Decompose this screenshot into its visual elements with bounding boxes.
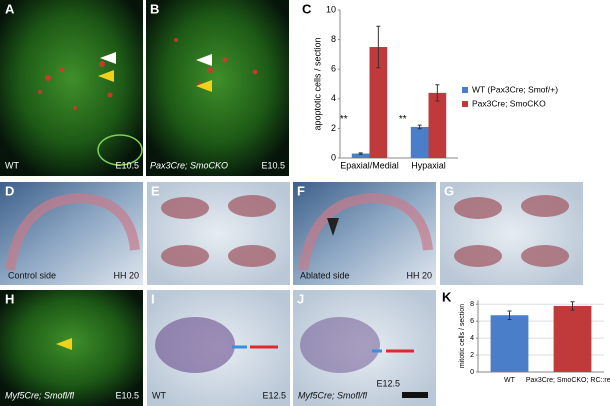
legend-entry: Pax3Cre; SmoCKO bbox=[472, 98, 546, 108]
panel-stage: E12.5 bbox=[376, 378, 400, 388]
y-tick-label: 4 bbox=[331, 93, 336, 103]
y-tick-label: 4 bbox=[470, 335, 474, 342]
embryo bbox=[5, 192, 140, 271]
panel-caption: Pax3Cre; SmoCKO bbox=[150, 160, 228, 170]
outline bbox=[97, 134, 143, 166]
red-signal bbox=[38, 38, 258, 110]
x-tick-label: Epaxial/Medial bbox=[340, 160, 399, 170]
error-bar bbox=[417, 124, 422, 130]
scale-bar bbox=[402, 392, 428, 398]
y-tick-label: 0 bbox=[470, 369, 474, 376]
x-tick-label: Hypaxial bbox=[411, 160, 446, 170]
panel-stage: E10.5 bbox=[261, 160, 285, 170]
y-tick-label: 2 bbox=[470, 352, 474, 359]
image-a bbox=[0, 0, 143, 176]
annotation: ** bbox=[340, 114, 348, 125]
x-tick-label: Pax3Cre; SmoCKO; RC::rePe bbox=[526, 377, 610, 384]
error-bar bbox=[376, 25, 381, 69]
embryos bbox=[161, 195, 569, 267]
embryo bbox=[155, 317, 235, 373]
arrowhead bbox=[56, 338, 72, 350]
y-axis-label: apoptotic cells / section bbox=[312, 37, 322, 130]
y-tick-label: 6 bbox=[331, 64, 336, 74]
bar bbox=[553, 305, 592, 372]
bar bbox=[351, 153, 370, 158]
panel-stage: HH 20 bbox=[406, 270, 432, 280]
legend-entry: WT (Pax3Cre; Smof/+) bbox=[472, 84, 558, 94]
panel-label: A bbox=[5, 1, 15, 16]
panel-caption: Control side bbox=[8, 270, 56, 280]
panel-caption: WT bbox=[5, 160, 19, 170]
bar bbox=[410, 126, 429, 158]
panel-label: D bbox=[5, 183, 14, 198]
annotation: ** bbox=[399, 114, 407, 125]
bar bbox=[369, 47, 388, 158]
panel-caption: Myf5Cre; Smofl/fl bbox=[298, 390, 368, 400]
arrowhead bbox=[327, 218, 339, 236]
arrowhead bbox=[100, 52, 116, 64]
y-tick-label: 8 bbox=[331, 34, 336, 44]
y-axis-label: mitotic cells / section bbox=[459, 304, 466, 368]
y-tick-label: 10 bbox=[326, 4, 336, 14]
error-bar bbox=[570, 301, 575, 311]
embryo bbox=[298, 192, 433, 271]
panel-caption: WT bbox=[152, 390, 166, 400]
panel-stage: E10.5 bbox=[115, 160, 139, 170]
y-tick-label: 0 bbox=[331, 152, 336, 162]
panel-caption: Ablated side bbox=[300, 270, 350, 280]
panel-label: J bbox=[297, 291, 304, 306]
y-tick-label: 8 bbox=[470, 301, 474, 308]
y-tick-label: 2 bbox=[331, 123, 336, 133]
y-tick-label: 6 bbox=[470, 318, 474, 325]
legend-swatch bbox=[462, 87, 468, 93]
arrowhead bbox=[196, 80, 212, 92]
panel-label: F bbox=[297, 183, 305, 198]
panel-label: B bbox=[150, 1, 159, 16]
panel-stage: E12.5 bbox=[262, 390, 286, 400]
panel-label: E bbox=[151, 183, 160, 198]
image-b bbox=[146, 0, 289, 176]
error-bar bbox=[507, 310, 512, 320]
error-bar bbox=[358, 152, 363, 155]
bar bbox=[428, 92, 447, 158]
bar bbox=[490, 315, 529, 372]
panel-label: H bbox=[5, 291, 14, 306]
image-g bbox=[440, 182, 583, 285]
panel-label: K bbox=[442, 289, 452, 304]
error-bar bbox=[435, 84, 440, 102]
panel-stage: HH 20 bbox=[113, 270, 139, 280]
panel-label: G bbox=[444, 183, 454, 198]
x-tick-label: WT bbox=[504, 377, 516, 384]
arrowhead bbox=[98, 70, 114, 82]
panel-label: I bbox=[151, 291, 155, 306]
legend-swatch bbox=[462, 101, 468, 107]
panel-stage: E10.5 bbox=[115, 390, 139, 400]
embryo bbox=[300, 317, 380, 373]
arrowhead bbox=[196, 54, 212, 66]
image-e bbox=[147, 182, 290, 285]
panel-caption: Myf5Cre; Smofl/fl bbox=[5, 390, 75, 400]
panel-label: C bbox=[302, 1, 312, 16]
